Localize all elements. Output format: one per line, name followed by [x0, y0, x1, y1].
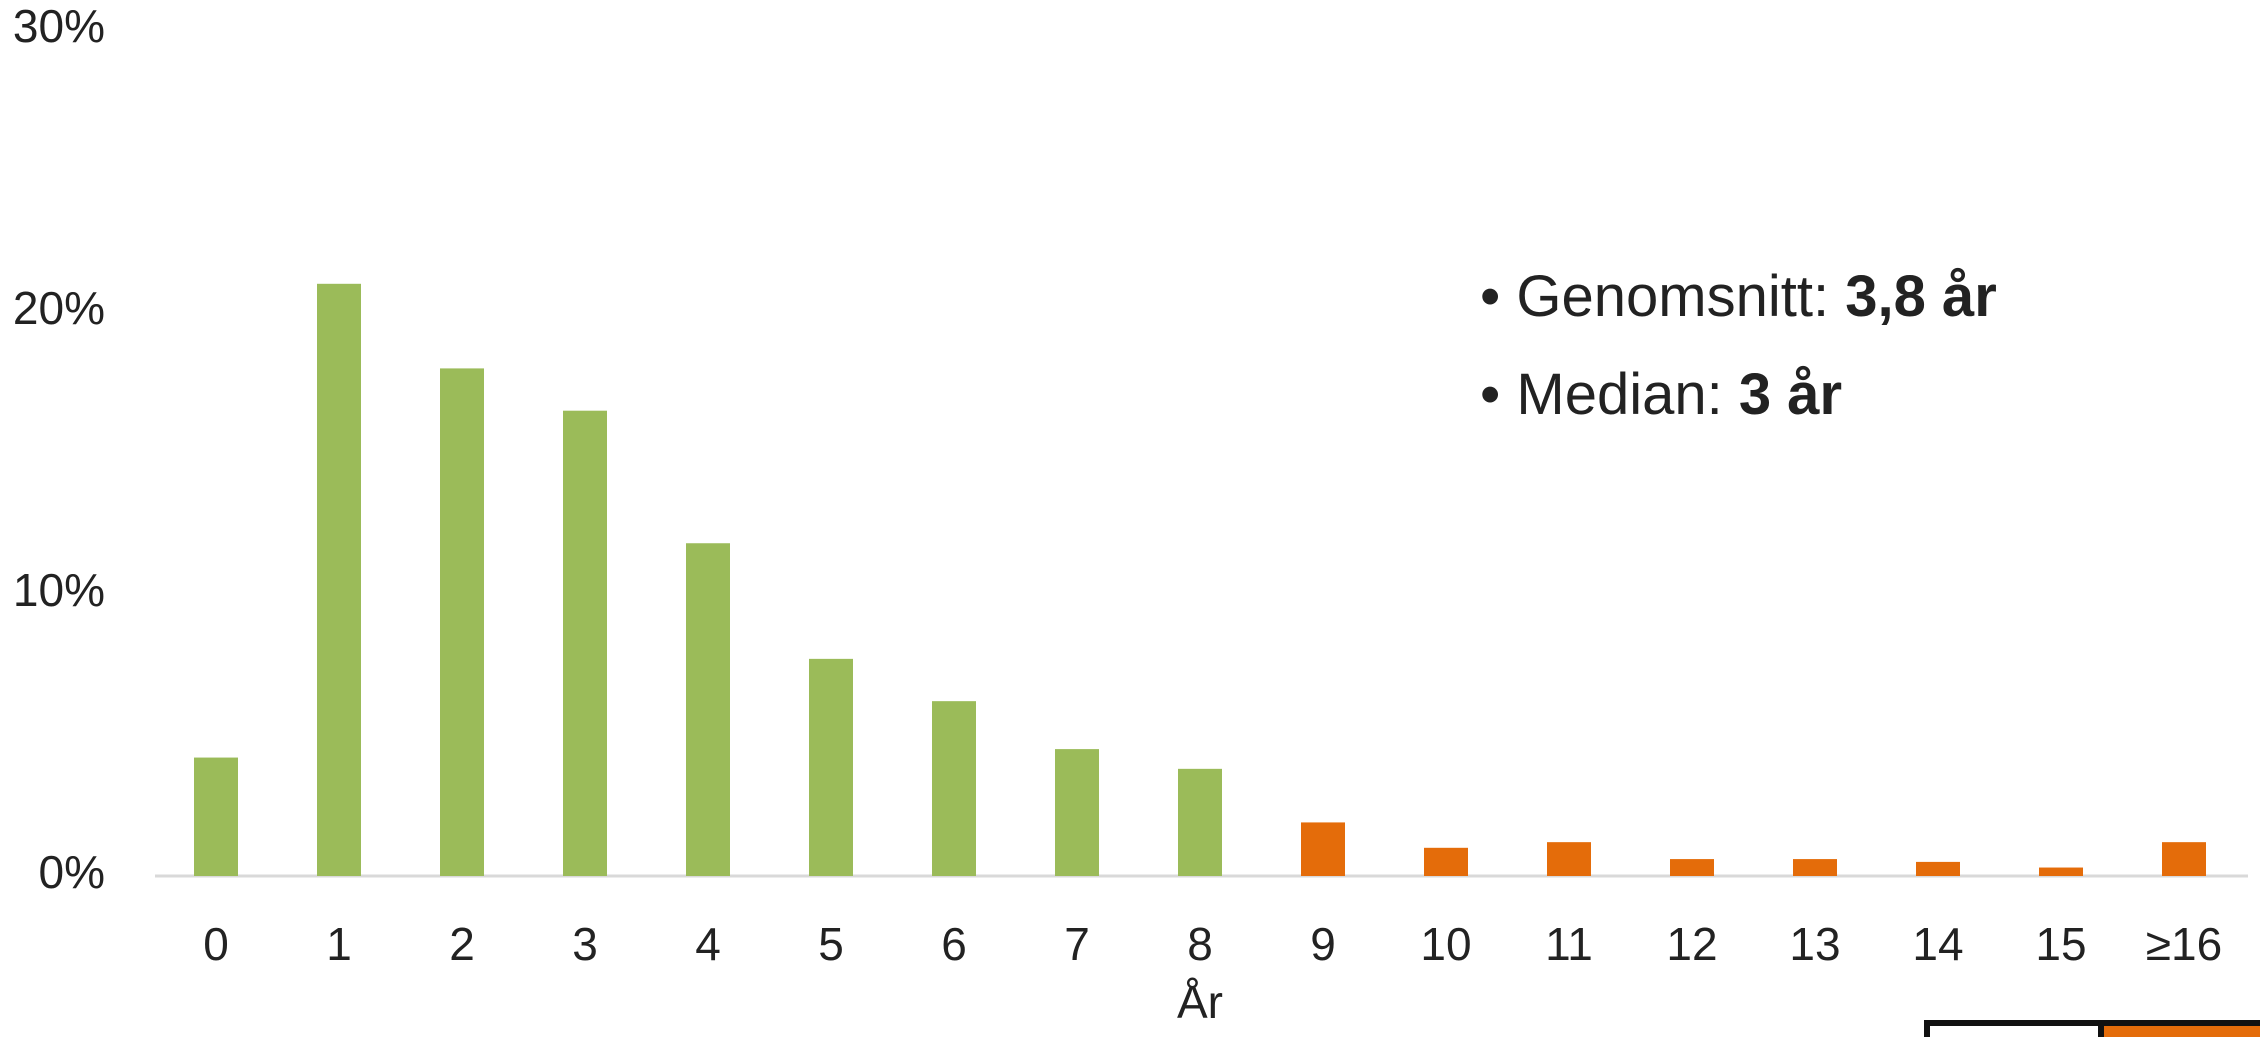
- x-tick-label-4: 4: [695, 918, 721, 970]
- x-tick-label-12: 12: [1666, 918, 1717, 970]
- x-tick-label-14: 14: [1912, 918, 1963, 970]
- bar-14: [1916, 861, 1960, 876]
- x-tick-label-7: 7: [1064, 918, 1090, 970]
- bar-16: [2162, 842, 2206, 876]
- median-label: Median:: [1516, 362, 1739, 427]
- corner-decoration-white: [1924, 1020, 2104, 1037]
- corner-decoration-orange: [2104, 1020, 2260, 1037]
- bullet: •: [1480, 362, 1517, 427]
- bar-4: [686, 543, 730, 876]
- bar-12: [1670, 859, 1714, 876]
- bars: [194, 283, 2206, 876]
- bar-6: [932, 701, 976, 876]
- bar-2: [440, 368, 484, 876]
- x-tick-label-6: 6: [941, 918, 967, 970]
- stat-mean: • Genomsnitt: 3,8 år: [1480, 248, 1997, 346]
- x-tick-label-9: 9: [1310, 918, 1336, 970]
- bar-10: [1424, 847, 1468, 876]
- mean-value: 3,8 år: [1845, 264, 1997, 329]
- x-tick-label-11: 11: [1545, 918, 1593, 970]
- bar-15: [2039, 867, 2083, 876]
- x-axis-ticks: 0 1 2 3 4 5 6 7 8 9 10 11 12 13 14 15 ≥16: [203, 918, 2222, 970]
- x-tick-label-16: ≥16: [2146, 918, 2222, 970]
- median-value: 3 år: [1738, 362, 1843, 427]
- bar-9: [1301, 822, 1345, 876]
- bar-0: [194, 757, 238, 876]
- y-tick-label-0: 0%: [39, 846, 105, 898]
- y-tick-label-30: 30%: [13, 0, 105, 52]
- bullet: •: [1480, 264, 1517, 329]
- bar-8: [1178, 768, 1222, 876]
- bar-7: [1055, 749, 1099, 876]
- stat-median: • Median: 3 år: [1480, 346, 1997, 444]
- y-tick-label-20: 20%: [13, 282, 105, 334]
- x-tick-label-13: 13: [1789, 918, 1840, 970]
- x-tick-label-0: 0: [203, 918, 229, 970]
- x-tick-label-8: 8: [1187, 918, 1213, 970]
- x-tick-label-5: 5: [818, 918, 844, 970]
- bar-11: [1547, 842, 1591, 876]
- x-tick-label-10: 10: [1420, 918, 1471, 970]
- y-axis-ticks: 0% 10% 20% 30%: [13, 0, 105, 898]
- stats-box: • Genomsnitt: 3,8 år • Median: 3 år: [1480, 248, 1997, 444]
- bar-13: [1793, 859, 1837, 876]
- x-axis-title: År: [1177, 976, 1223, 1028]
- x-tick-label-2: 2: [449, 918, 475, 970]
- x-tick-label-1: 1: [326, 918, 352, 970]
- y-tick-label-10: 10%: [13, 564, 105, 616]
- bar-3: [563, 410, 607, 876]
- bar-5: [809, 658, 853, 876]
- x-tick-label-15: 15: [2035, 918, 2086, 970]
- x-tick-label-3: 3: [572, 918, 598, 970]
- mean-label: Genomsnitt:: [1516, 264, 1846, 329]
- bar-1: [317, 283, 361, 876]
